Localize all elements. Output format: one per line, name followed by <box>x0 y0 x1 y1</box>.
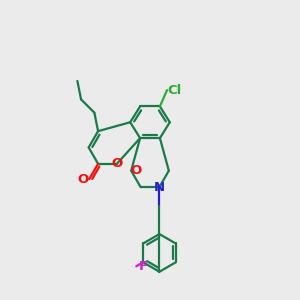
Text: O: O <box>111 157 122 170</box>
Text: Cl: Cl <box>168 84 182 97</box>
Text: N: N <box>154 181 165 194</box>
Text: O: O <box>130 164 142 177</box>
Text: O: O <box>78 173 89 186</box>
Text: F: F <box>139 260 148 273</box>
